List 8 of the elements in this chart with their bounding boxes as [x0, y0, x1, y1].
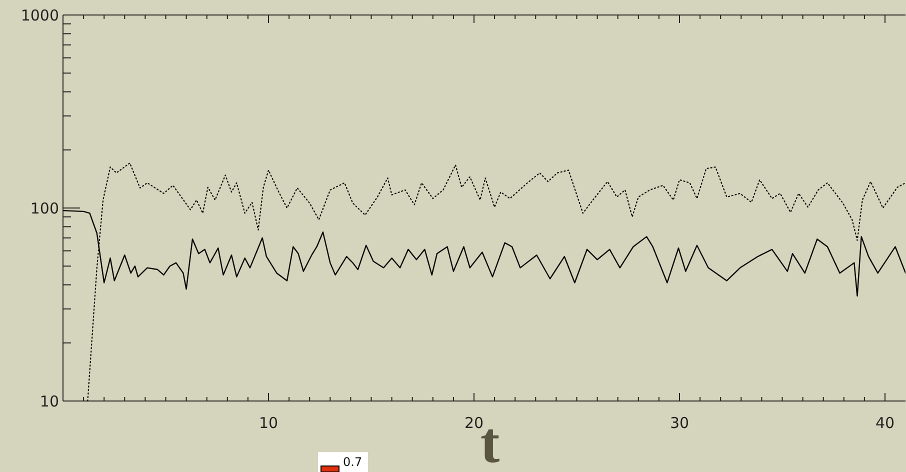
- y-tick-label: 10: [40, 392, 59, 410]
- x-tick-label: 30: [670, 414, 690, 432]
- x-tick-label: 20: [464, 414, 484, 432]
- x-tick-label: 40: [875, 414, 895, 432]
- y-tick-label: 1000: [20, 6, 59, 24]
- y-tick-label: 100: [30, 199, 59, 218]
- x-tick-label: 10: [258, 414, 278, 432]
- text: 0.7: [343, 455, 362, 469]
